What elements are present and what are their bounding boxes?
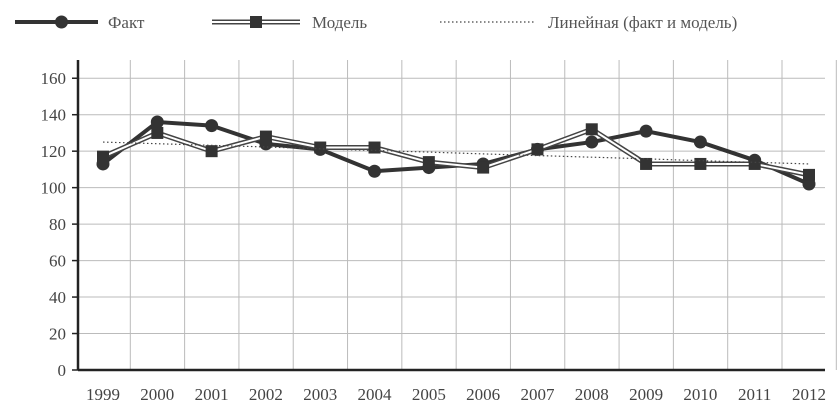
- point-fact: [639, 124, 653, 138]
- legend-label: Линейная (факт и модель): [548, 13, 737, 32]
- point-model: [640, 157, 653, 170]
- x-tick-label: 2006: [466, 385, 500, 404]
- legend-marker-fact: [55, 15, 68, 29]
- series-line-model-inner: [102, 128, 810, 176]
- series-layer: [96, 115, 816, 191]
- x-tick-label: 2001: [195, 385, 229, 404]
- grid: [78, 60, 837, 370]
- point-model: [97, 150, 109, 163]
- y-tick-label: 40: [49, 288, 66, 307]
- y-tick-label: 0: [58, 361, 67, 380]
- point-fact: [585, 135, 599, 149]
- point-model: [748, 157, 761, 170]
- point-fact: [368, 164, 382, 178]
- x-tick-label: 2005: [412, 385, 446, 404]
- point-fact: [205, 119, 219, 133]
- y-tick-label: 120: [41, 142, 67, 161]
- point-model: [422, 156, 435, 169]
- x-tick-label: 2011: [738, 385, 771, 404]
- x-tick-label: 2008: [575, 385, 609, 404]
- x-tick-label: 2003: [303, 385, 337, 404]
- y-tick-label: 140: [41, 106, 67, 125]
- legend-label: Модель: [312, 13, 367, 32]
- y-tick-label: 160: [41, 69, 67, 88]
- legend-label: Факт: [108, 13, 145, 32]
- point-model: [694, 157, 707, 170]
- legend-marker-model: [250, 16, 262, 28]
- point-model: [205, 145, 218, 158]
- point-model: [259, 130, 272, 143]
- point-fact: [693, 135, 707, 149]
- point-model: [803, 168, 815, 181]
- x-tick-label: 2004: [358, 385, 393, 404]
- x-tick-label: 2012: [792, 385, 826, 404]
- y-tick-label: 80: [49, 215, 66, 234]
- point-model: [151, 126, 164, 139]
- axes: [76, 60, 825, 372]
- legend: Факт Модель Линейная (факт и модель): [15, 13, 737, 32]
- y-axis-ticks: 0 20 40 60 80 100 120 140 160: [41, 69, 78, 380]
- point-model: [585, 123, 598, 136]
- y-tick-label: 100: [41, 179, 67, 198]
- series-line-trend: [102, 141, 810, 165]
- y-tick-label: 20: [49, 325, 66, 344]
- point-model: [477, 161, 490, 174]
- point-model: [368, 141, 381, 154]
- x-tick-label: 2007: [520, 385, 555, 404]
- x-tick-label: 2002: [249, 385, 283, 404]
- point-fact: [150, 115, 164, 129]
- x-tick-label: 2000: [140, 385, 174, 404]
- x-tick-label: 1999: [86, 385, 120, 404]
- x-tick-label: 2010: [683, 385, 717, 404]
- x-axis-ticks: 1999 2000 2001 2002 2003 2004 2005 2006 2007 2008…: [86, 385, 826, 404]
- y-tick-label: 60: [49, 252, 66, 271]
- point-model: [531, 143, 544, 156]
- point-model: [314, 141, 327, 154]
- x-tick-label: 2009: [629, 385, 663, 404]
